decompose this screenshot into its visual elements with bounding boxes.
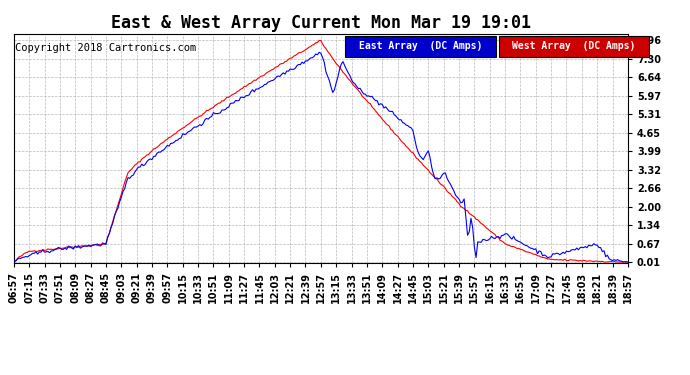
FancyBboxPatch shape	[499, 36, 649, 57]
Text: Copyright 2018 Cartronics.com: Copyright 2018 Cartronics.com	[15, 43, 196, 53]
Text: West Array  (DC Amps): West Array (DC Amps)	[513, 41, 636, 51]
FancyBboxPatch shape	[346, 36, 496, 57]
Title: East & West Array Current Mon Mar 19 19:01: East & West Array Current Mon Mar 19 19:…	[111, 14, 531, 32]
Text: East Array  (DC Amps): East Array (DC Amps)	[359, 41, 482, 51]
